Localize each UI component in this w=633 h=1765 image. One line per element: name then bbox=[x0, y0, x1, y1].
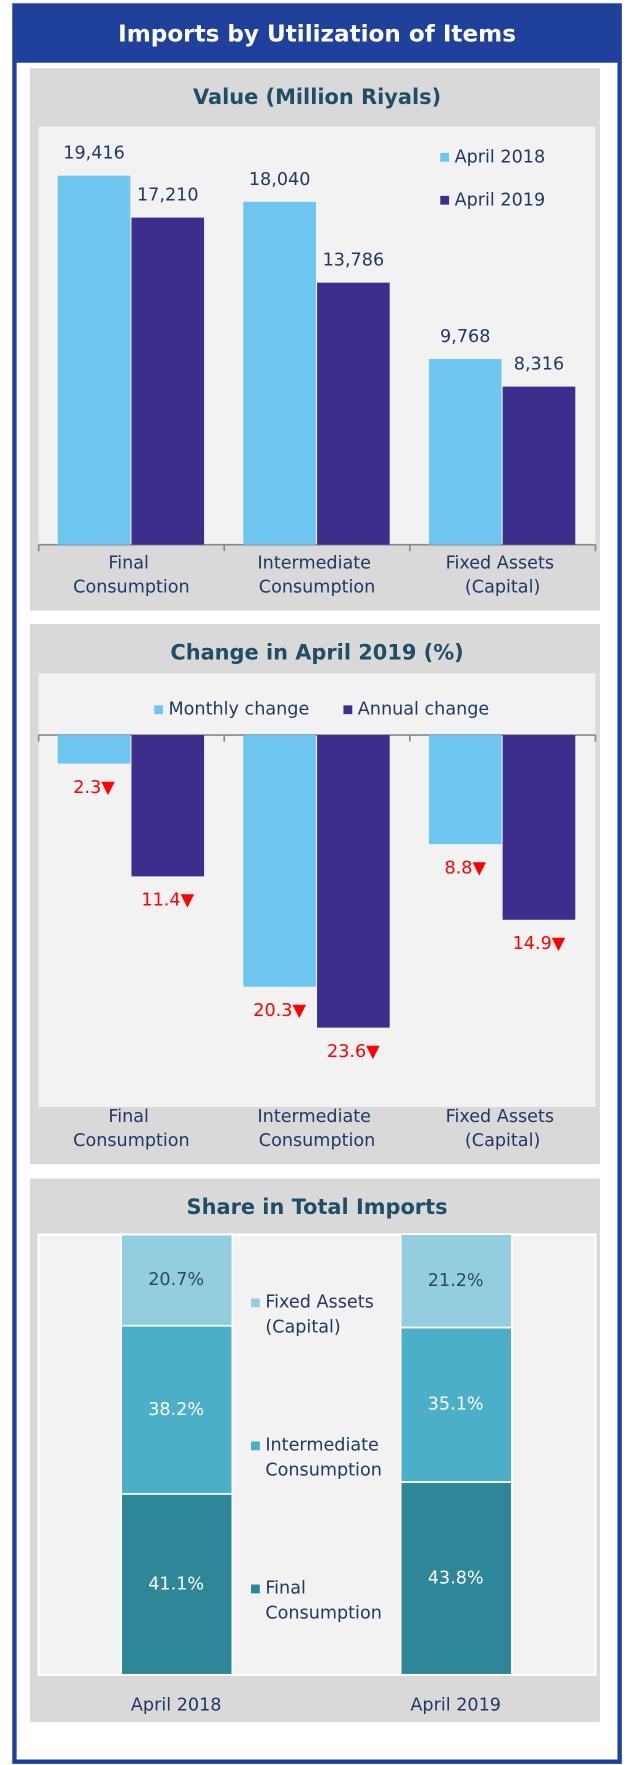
line: (Capital) bbox=[465, 578, 540, 598]
bar bbox=[243, 201, 316, 545]
x-tick-label: Final Consumption bbox=[73, 1107, 190, 1151]
line: Intermediate bbox=[257, 553, 376, 573]
line: Intermediate bbox=[257, 1107, 376, 1127]
value-label: 14.9▼ bbox=[513, 934, 566, 954]
legend-label: Fixed Assets (Capital) bbox=[265, 1292, 379, 1337]
legend-label: Final Consumption bbox=[265, 1578, 382, 1623]
bar bbox=[243, 735, 316, 987]
value-label: 41.1% bbox=[148, 1574, 204, 1594]
line: Consumption bbox=[265, 1604, 382, 1624]
bar bbox=[502, 386, 576, 545]
bar-segment bbox=[120, 1493, 234, 1676]
line: Final bbox=[108, 1107, 154, 1127]
legend-label: April 2018 bbox=[455, 147, 546, 167]
bar bbox=[131, 217, 205, 545]
bar-segment bbox=[120, 1233, 234, 1327]
bar-segment bbox=[120, 1324, 234, 1495]
legend-swatch bbox=[440, 152, 450, 162]
line: (Capital) bbox=[265, 1318, 340, 1338]
line: Fixed Assets bbox=[265, 1292, 379, 1312]
page-title: Imports by Utilization of Items bbox=[118, 22, 516, 48]
x-tick-label: April 2018 bbox=[131, 1696, 222, 1716]
line: Consumption bbox=[259, 1131, 376, 1151]
line: Consumption bbox=[73, 578, 190, 598]
x-tick-label: Final Consumption bbox=[73, 553, 190, 597]
bar bbox=[317, 735, 390, 1028]
bar-segment bbox=[399, 1233, 513, 1329]
value-label: 43.8% bbox=[428, 1568, 484, 1588]
line: Consumption bbox=[265, 1461, 382, 1481]
line: Consumption bbox=[259, 578, 376, 598]
chart-title: Share in Total Imports bbox=[187, 1195, 448, 1219]
value-label: 23.6▼ bbox=[327, 1042, 380, 1062]
x-tick-label: Fixed Assets (Capital) bbox=[446, 553, 560, 597]
x-tick-label: Fixed Assets (Capital) bbox=[446, 1107, 560, 1151]
legend-label: Annual change bbox=[358, 700, 490, 720]
value-label: 21.2% bbox=[428, 1271, 484, 1291]
value-label: 11.4▼ bbox=[141, 891, 194, 911]
legend-swatch bbox=[440, 195, 450, 205]
value-label: 18,040 bbox=[249, 170, 311, 190]
line: (Capital) bbox=[465, 1131, 540, 1151]
x-tick-label: April 2019 bbox=[410, 1696, 501, 1716]
value-label: 20.7% bbox=[148, 1270, 204, 1290]
legend-swatch bbox=[154, 705, 163, 715]
value-label: 8,316 bbox=[514, 355, 564, 375]
line: Intermediate bbox=[265, 1435, 384, 1455]
chart-title: Change in April 2019 (%) bbox=[170, 641, 463, 665]
bar bbox=[428, 735, 502, 845]
x-tick-label: Intermediate Consumption bbox=[257, 1107, 376, 1151]
bar bbox=[57, 735, 131, 764]
line: Fixed Assets bbox=[446, 1107, 560, 1127]
chart-title: Value (Million Riyals) bbox=[193, 85, 441, 109]
value-label: 17,210 bbox=[137, 186, 199, 206]
bar bbox=[428, 359, 502, 545]
bar-segment bbox=[399, 1481, 513, 1676]
legend-label: Monthly change bbox=[168, 700, 309, 720]
bar bbox=[317, 282, 390, 545]
legend-label: Intermediate Consumption bbox=[265, 1435, 384, 1480]
legend-swatch bbox=[251, 1584, 260, 1594]
title-bar bbox=[14, 5, 620, 63]
value-label: 38.2% bbox=[148, 1400, 204, 1420]
bar-segment bbox=[399, 1326, 513, 1483]
value-label: 20.3▼ bbox=[253, 1001, 306, 1021]
bar bbox=[57, 175, 131, 545]
line: Fixed Assets bbox=[446, 553, 560, 573]
value-label: 13,786 bbox=[323, 251, 385, 271]
line: Consumption bbox=[73, 1131, 190, 1151]
value-label: 35.1% bbox=[428, 1395, 484, 1415]
legend-label: April 2019 bbox=[455, 190, 546, 210]
bar bbox=[502, 735, 576, 920]
x-tick-label: Intermediate Consumption bbox=[257, 553, 376, 597]
bar bbox=[131, 735, 205, 877]
value-label: 9,768 bbox=[440, 327, 490, 347]
line: Final bbox=[108, 553, 154, 573]
legend-swatch bbox=[343, 705, 353, 715]
value-label: 2.3▼ bbox=[73, 778, 115, 798]
value-label: 19,416 bbox=[63, 144, 125, 164]
legend-swatch bbox=[251, 1441, 260, 1451]
legend-swatch bbox=[251, 1298, 260, 1308]
value-label: 8.8▼ bbox=[444, 858, 486, 878]
line: Final bbox=[265, 1578, 311, 1598]
